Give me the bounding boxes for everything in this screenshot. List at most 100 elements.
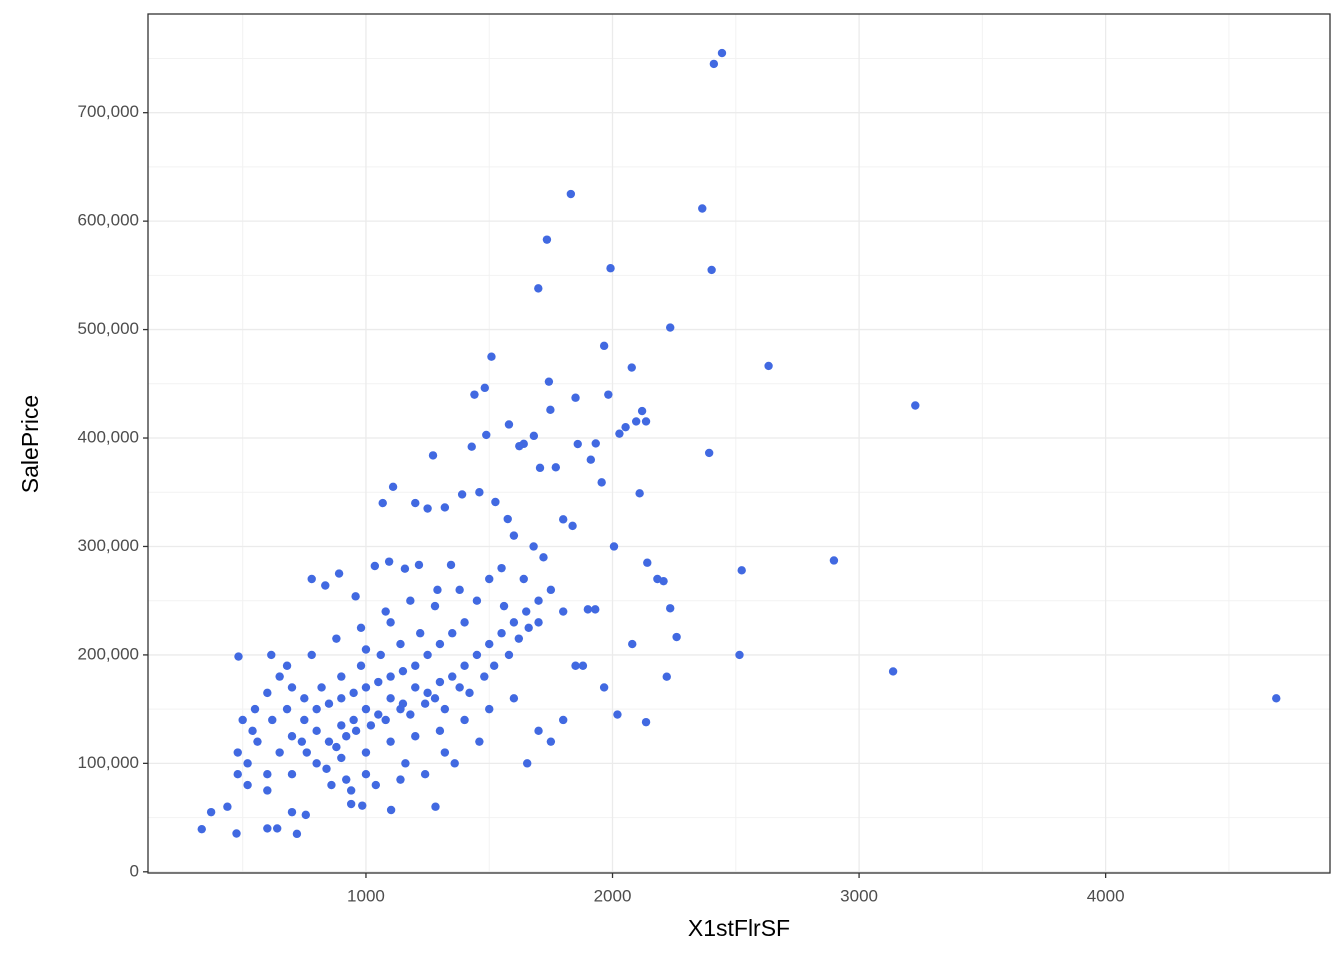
point bbox=[238, 715, 247, 725]
point bbox=[358, 801, 367, 810]
point bbox=[609, 542, 619, 551]
point bbox=[287, 732, 297, 741]
point bbox=[735, 650, 744, 660]
point bbox=[396, 775, 405, 784]
point bbox=[321, 581, 330, 590]
point bbox=[455, 585, 464, 595]
point bbox=[307, 574, 316, 584]
point bbox=[440, 704, 450, 714]
point bbox=[635, 489, 644, 498]
point bbox=[641, 417, 651, 426]
point bbox=[534, 618, 543, 627]
point bbox=[275, 748, 284, 757]
point bbox=[411, 498, 420, 508]
point bbox=[737, 566, 746, 575]
point bbox=[566, 189, 576, 199]
point bbox=[613, 710, 622, 719]
point bbox=[559, 515, 568, 524]
point bbox=[539, 553, 548, 562]
point bbox=[312, 726, 321, 736]
point bbox=[503, 514, 512, 524]
point bbox=[420, 699, 430, 708]
point bbox=[423, 504, 432, 513]
point bbox=[342, 775, 351, 784]
point bbox=[312, 759, 321, 768]
point bbox=[268, 715, 277, 725]
point bbox=[384, 557, 394, 566]
point bbox=[346, 786, 356, 795]
point bbox=[233, 770, 242, 779]
point bbox=[351, 592, 360, 601]
point bbox=[573, 439, 582, 449]
point bbox=[450, 759, 459, 768]
point bbox=[356, 661, 366, 670]
point bbox=[435, 677, 445, 687]
point bbox=[497, 563, 506, 573]
points bbox=[197, 48, 1281, 839]
point bbox=[440, 503, 450, 512]
point bbox=[448, 629, 457, 638]
point bbox=[571, 661, 580, 670]
point bbox=[396, 704, 405, 714]
point bbox=[529, 431, 539, 441]
point bbox=[361, 748, 371, 757]
point bbox=[534, 596, 543, 605]
point bbox=[327, 780, 336, 790]
point bbox=[621, 422, 630, 432]
point bbox=[487, 352, 496, 361]
point bbox=[396, 639, 405, 649]
x-tick-label: 3000 bbox=[840, 886, 878, 905]
point bbox=[272, 824, 282, 833]
point bbox=[480, 383, 489, 393]
y-tick-label: 300,000 bbox=[78, 536, 139, 555]
point bbox=[374, 677, 383, 687]
point bbox=[653, 574, 662, 584]
point bbox=[263, 786, 272, 795]
point bbox=[546, 405, 555, 415]
point bbox=[267, 650, 276, 660]
point bbox=[475, 737, 484, 746]
point bbox=[248, 726, 257, 736]
point bbox=[361, 704, 371, 714]
point bbox=[559, 607, 568, 616]
point bbox=[628, 639, 637, 649]
point bbox=[551, 463, 561, 472]
point bbox=[544, 377, 554, 386]
point bbox=[631, 417, 641, 426]
point bbox=[583, 605, 593, 614]
point bbox=[430, 601, 440, 611]
point bbox=[400, 564, 410, 573]
point bbox=[423, 650, 432, 660]
point bbox=[300, 694, 309, 703]
point bbox=[662, 672, 671, 681]
point bbox=[599, 341, 609, 351]
point bbox=[523, 759, 532, 768]
point bbox=[197, 824, 206, 834]
point bbox=[460, 661, 469, 670]
point bbox=[233, 748, 242, 757]
point bbox=[568, 521, 577, 531]
point bbox=[704, 448, 714, 458]
point bbox=[361, 683, 371, 692]
point bbox=[332, 742, 341, 752]
y-tick-label: 100,000 bbox=[78, 753, 139, 772]
point bbox=[337, 753, 346, 763]
point bbox=[401, 759, 410, 768]
point bbox=[332, 634, 341, 643]
point bbox=[829, 556, 839, 565]
point bbox=[467, 442, 476, 451]
point bbox=[361, 770, 371, 779]
point bbox=[361, 645, 371, 654]
point bbox=[312, 704, 321, 714]
point bbox=[627, 363, 636, 372]
point bbox=[223, 802, 232, 811]
point bbox=[578, 661, 588, 670]
point bbox=[460, 618, 469, 627]
y-tick-label: 600,000 bbox=[78, 211, 139, 230]
x-axis-title: X1stFlrSF bbox=[688, 915, 790, 941]
point bbox=[764, 361, 773, 371]
point bbox=[423, 688, 432, 698]
point bbox=[433, 585, 442, 595]
